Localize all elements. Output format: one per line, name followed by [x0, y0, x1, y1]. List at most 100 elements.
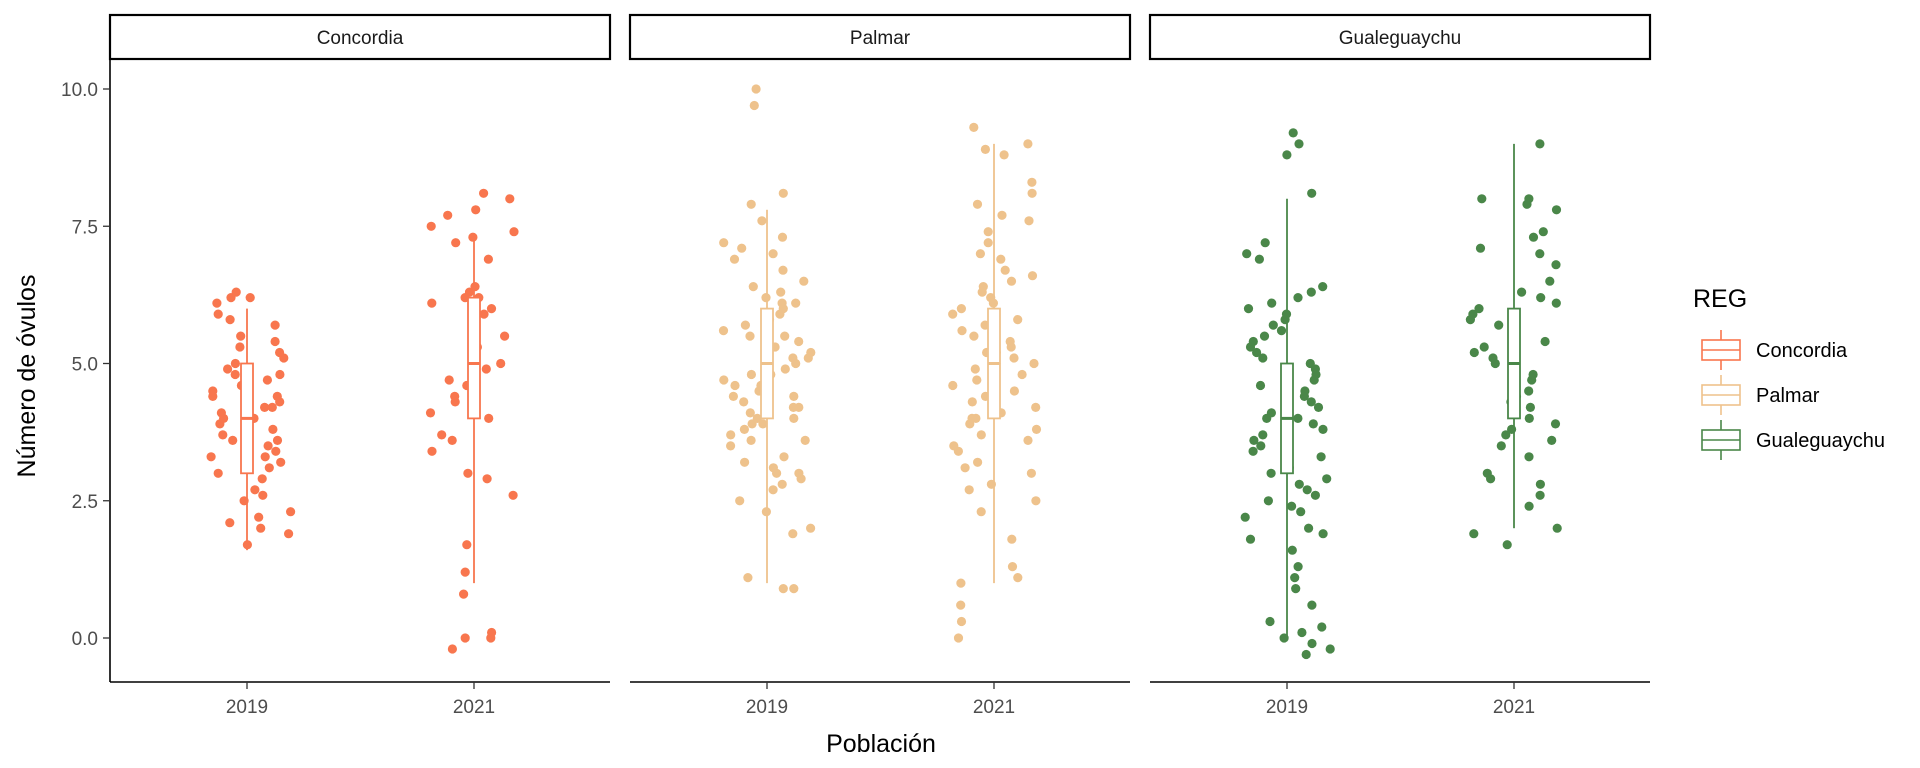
y-tick-label: 0.0	[72, 629, 98, 650]
data-point	[972, 375, 982, 385]
data-point	[1293, 413, 1303, 423]
data-point	[444, 375, 454, 385]
data-point	[1545, 276, 1555, 286]
data-point	[1551, 298, 1561, 308]
data-point	[450, 391, 460, 401]
data-point	[1468, 309, 1478, 319]
data-point	[956, 304, 967, 314]
data-point	[483, 254, 493, 264]
data-point	[1023, 435, 1033, 445]
data-point	[719, 375, 729, 385]
data-point	[1297, 627, 1307, 638]
data-point	[260, 452, 270, 462]
data-point	[1023, 139, 1033, 149]
data-point	[1290, 573, 1300, 583]
box-2021: 2021	[1465, 139, 1562, 718]
data-point	[1259, 331, 1270, 341]
box-2021: 2021	[425, 188, 519, 718]
data-point	[1540, 336, 1550, 347]
data-point	[956, 600, 966, 610]
data-point	[262, 375, 272, 385]
box-2019: 2019	[1240, 128, 1335, 718]
data-point	[1276, 326, 1287, 336]
facet-strip-label: Gualeguaychu	[1339, 28, 1462, 49]
data-point	[1535, 490, 1545, 500]
data-point	[479, 309, 489, 319]
x-tick-label: 2019	[746, 697, 788, 718]
data-point	[1293, 562, 1303, 572]
data-point	[768, 485, 778, 495]
legend-label: Gualeguaychu	[1756, 430, 1885, 452]
data-point	[1017, 369, 1027, 380]
data-point	[983, 227, 993, 237]
box-2019: 2019	[718, 84, 816, 718]
data-point	[948, 309, 958, 319]
data-point	[780, 364, 790, 374]
data-point	[1547, 435, 1557, 445]
data-point	[426, 221, 436, 231]
data-point	[1524, 501, 1534, 511]
data-point	[970, 364, 980, 374]
data-point	[751, 84, 761, 94]
legend-entry-gualeguaychu: Gualeguaychu	[1701, 420, 1885, 460]
data-point	[484, 413, 494, 423]
data-point	[1281, 309, 1292, 319]
data-point	[509, 227, 519, 237]
data-point	[778, 265, 788, 275]
data-point	[268, 424, 278, 434]
data-point	[1524, 386, 1534, 396]
data-point	[752, 413, 762, 423]
x-axis-title: Población	[826, 730, 936, 758]
data-point	[718, 326, 729, 336]
data-point	[976, 430, 986, 440]
data-point	[1031, 402, 1041, 412]
data-point	[1243, 304, 1254, 314]
data-point	[1310, 490, 1320, 500]
panel-concordia: Concordia 2019 2021	[108, 13, 612, 718]
data-point	[1475, 243, 1486, 253]
data-point	[1013, 573, 1023, 583]
data-point	[794, 336, 804, 347]
data-point	[451, 238, 461, 248]
data-point	[743, 573, 753, 583]
data-point	[250, 485, 260, 495]
data-point	[735, 496, 745, 506]
data-point	[276, 457, 286, 467]
data-point	[1029, 358, 1039, 369]
data-point	[1317, 622, 1327, 632]
data-point	[267, 402, 277, 412]
data-point	[500, 331, 510, 341]
data-point	[780, 331, 790, 341]
data-point	[1005, 336, 1015, 347]
data-point	[1294, 139, 1304, 149]
data-point	[1538, 227, 1548, 237]
data-point	[745, 408, 755, 418]
x-tick-label: 2021	[453, 697, 495, 718]
data-point	[789, 391, 799, 401]
data-point	[486, 304, 497, 314]
data-point	[779, 452, 789, 462]
data-point	[1535, 249, 1545, 259]
data-point	[1494, 320, 1504, 330]
data-point	[272, 435, 283, 445]
data-point	[1550, 419, 1561, 429]
box-2019: 2019	[206, 287, 296, 718]
data-point	[729, 254, 740, 264]
data-point	[427, 446, 437, 456]
data-point	[996, 254, 1006, 264]
data-point	[788, 402, 799, 412]
data-point	[1318, 424, 1328, 434]
data-point	[999, 150, 1009, 160]
data-point	[1502, 540, 1512, 550]
data-point	[777, 479, 787, 489]
data-point	[1318, 529, 1328, 539]
data-point	[1027, 177, 1037, 187]
data-point	[972, 199, 983, 209]
data-point	[1245, 534, 1256, 544]
data-point	[230, 358, 240, 369]
data-point	[1552, 523, 1562, 533]
data-point	[1551, 205, 1562, 215]
data-point	[1524, 194, 1534, 204]
data-point	[1528, 369, 1538, 380]
data-point	[1316, 452, 1326, 462]
